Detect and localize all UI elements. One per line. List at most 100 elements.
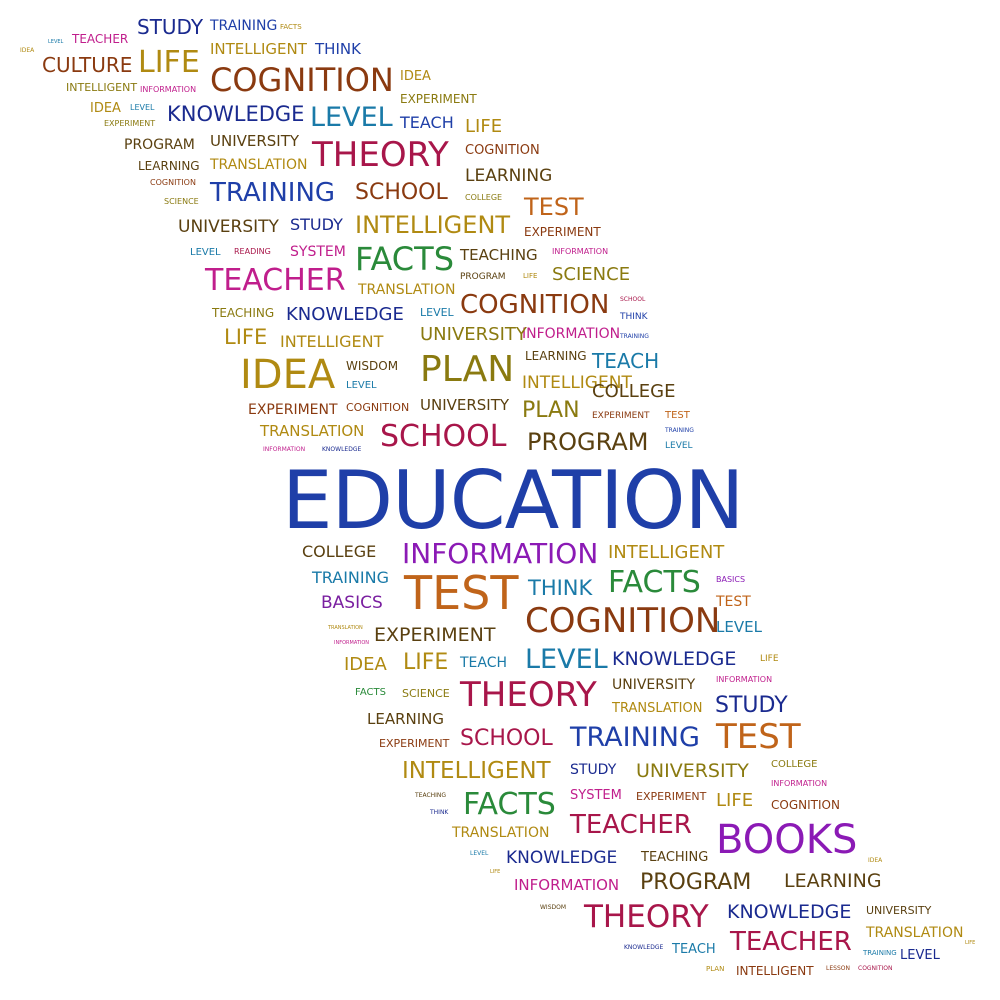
word-science: SCIENCE xyxy=(164,197,199,206)
word-program: PROGRAM xyxy=(124,137,195,153)
word-plan: PLAN xyxy=(522,398,580,423)
word-information: INFORMATION xyxy=(514,876,620,894)
word-level: LEVEL xyxy=(900,948,940,963)
word-cognition: COGNITION xyxy=(771,798,840,812)
word-intelligent: INTELLIGENT xyxy=(210,40,307,58)
word-think: THINK xyxy=(528,576,593,600)
word-theory: THEORY xyxy=(312,135,449,175)
word-study: STUDY xyxy=(290,215,343,234)
word-facts: FACTS xyxy=(463,787,556,822)
word-intelligent: INTELLIGENT xyxy=(355,211,511,239)
word-teacher: TEACHER xyxy=(570,810,692,840)
word-cognition: COGNITION xyxy=(460,290,610,320)
word-program: PROGRAM xyxy=(527,428,649,456)
word-translation: TRANSLATION xyxy=(452,825,550,841)
word-experiment: EXPERIMENT xyxy=(248,402,338,418)
word-cognition: COGNITION xyxy=(465,143,540,158)
word-intelligent: INTELLIGENT xyxy=(736,964,814,978)
word-idea: IDEA xyxy=(400,69,431,84)
word-basics: BASICS xyxy=(321,593,383,613)
word-school: SCHOOL xyxy=(380,419,507,454)
word-knowledge: KNOWLEDGE xyxy=(322,446,362,453)
word-information: INFORMATION xyxy=(402,537,599,570)
word-think: THINK xyxy=(315,40,361,58)
word-information: INFORMATION xyxy=(771,779,828,788)
word-experiment: EXPERIMENT xyxy=(524,225,601,239)
word-experiment: EXPERIMENT xyxy=(104,119,156,128)
word-information: INFORMATION xyxy=(140,85,197,94)
word-science: SCIENCE xyxy=(402,687,450,700)
word-university: UNIVERSITY xyxy=(210,132,300,150)
word-teaching: TEACHING xyxy=(415,792,447,799)
word-intelligent: INTELLIGENT xyxy=(522,373,632,393)
word-learning: LEARNING xyxy=(465,166,553,186)
word-learning: LEARNING xyxy=(784,870,882,892)
word-cognition: COGNITION xyxy=(346,401,410,414)
word-study: STUDY xyxy=(137,15,204,39)
word-life: LIFE xyxy=(490,869,501,875)
word-school: SCHOOL xyxy=(620,296,646,303)
word-life: LIFE xyxy=(138,45,200,80)
word-experiment: EXPERIMENT xyxy=(379,737,450,750)
word-life: LIFE xyxy=(716,790,754,811)
word-teacher: TEACHER xyxy=(730,927,852,957)
word-learning: LEARNING xyxy=(138,159,200,173)
word-training: TRAINING xyxy=(210,18,278,34)
word-level: LEVEL xyxy=(525,644,608,675)
word-knowledge: KNOWLEDGE xyxy=(506,848,618,868)
word-university: UNIVERSITY xyxy=(178,217,279,237)
word-level: LEVEL xyxy=(420,306,454,319)
word-knowledge: KNOWLEDGE xyxy=(612,648,737,670)
word-level: LEVEL xyxy=(665,441,693,451)
word-teaching: TEACHING xyxy=(641,850,709,865)
word-cognition: COGNITION xyxy=(858,965,893,972)
word-information: INFORMATION xyxy=(716,675,773,684)
word-information: INFORMATION xyxy=(522,326,621,342)
word-theory: THEORY xyxy=(460,675,597,715)
word-teaching: TEACHING xyxy=(460,246,538,264)
word-knowledge: KNOWLEDGE xyxy=(167,102,305,126)
word-knowledge: KNOWLEDGE xyxy=(624,944,664,951)
word-knowledge: KNOWLEDGE xyxy=(727,901,852,923)
word-college: COLLEGE xyxy=(592,381,676,402)
word-life: LIFE xyxy=(523,272,538,280)
word-cognition: COGNITION xyxy=(210,61,394,99)
word-teaching: TEACHING xyxy=(212,306,275,320)
word-teacher: TEACHER xyxy=(205,263,346,298)
word-translation: TRANSLATION xyxy=(866,925,964,941)
word-think: THINK xyxy=(620,312,648,322)
word-university: UNIVERSITY xyxy=(636,760,749,782)
word-teach: TEACH xyxy=(672,942,716,957)
word-intelligent: INTELLIGENT xyxy=(66,81,138,94)
word-university: UNIVERSITY xyxy=(420,324,527,345)
word-education: EDUCATION xyxy=(282,454,744,547)
word-training: TRAINING xyxy=(312,568,389,587)
word-life: LIFE xyxy=(465,116,503,137)
word-basics: BASICS xyxy=(716,575,746,584)
word-cognition: COGNITION xyxy=(150,178,196,187)
word-idea: IDEA xyxy=(344,654,387,675)
word-translation: TRANSLATION xyxy=(328,625,363,631)
word-teach: TEACH xyxy=(400,113,454,132)
word-information: INFORMATION xyxy=(334,640,370,646)
word-level: LEVEL xyxy=(310,102,393,133)
word-life: LIFE xyxy=(965,940,976,946)
word-test: TEST xyxy=(716,717,801,757)
word-facts: FACTS xyxy=(355,687,386,698)
word-intelligent: INTELLIGENT xyxy=(402,758,551,784)
word-culture: CULTURE xyxy=(42,53,133,77)
word-experiment: EXPERIMENT xyxy=(592,411,650,421)
word-level: LEVEL xyxy=(346,380,377,391)
word-level: LEVEL xyxy=(130,103,155,112)
word-information: INFORMATION xyxy=(263,446,306,453)
word-translation: TRANSLATION xyxy=(358,282,456,298)
word-training: TRAINING xyxy=(620,333,649,340)
word-college: COLLEGE xyxy=(771,759,818,770)
word-intelligent: INTELLIGENT xyxy=(608,542,725,563)
word-facts: FACTS xyxy=(355,240,454,278)
word-training: TRAINING xyxy=(863,949,897,957)
word-test: TEST xyxy=(665,410,690,421)
word-plan: PLAN xyxy=(706,965,725,973)
word-level: LEVEL xyxy=(470,850,489,857)
word-reading: READING xyxy=(234,247,271,256)
